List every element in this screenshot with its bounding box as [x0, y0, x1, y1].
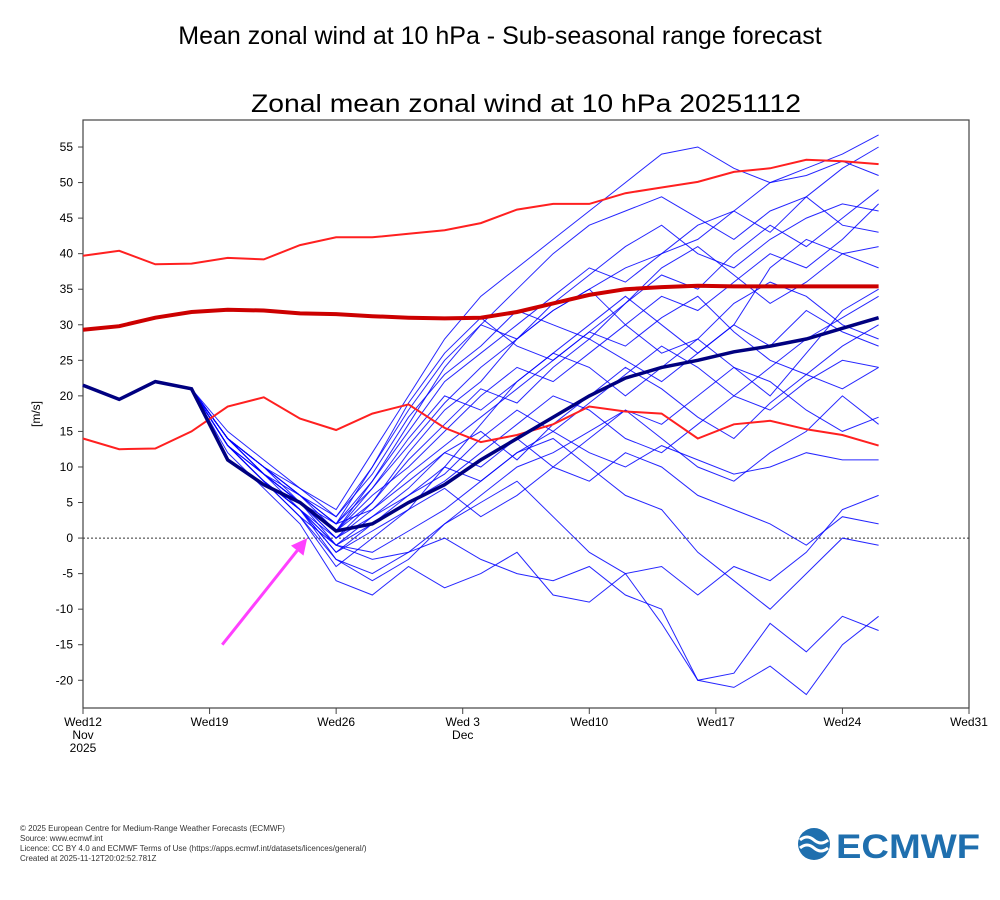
y-tick-label: 25 — [60, 353, 74, 367]
y-tick-label: 35 — [60, 282, 74, 296]
x-tick-label: Nov — [72, 728, 93, 742]
climate-lower-line — [82, 396, 879, 451]
source-text: Source: www.ecmwf.int — [20, 834, 103, 843]
y-tick-label: -20 — [56, 673, 74, 687]
created-text: Created at 2025-11-12T20:02:52.781Z — [20, 854, 157, 863]
y-tick-label: -10 — [56, 602, 74, 616]
y-tick-label: 30 — [60, 318, 74, 332]
chart-title: Zonal mean zonal wind at 10 hPa 20251112 — [251, 90, 801, 118]
annotation-arrow-shaft — [221, 549, 299, 646]
ensemble-mean-line — [82, 316, 880, 533]
y-tick-label: -15 — [56, 638, 74, 652]
footer: © 2025 European Centre for Medium-Range … — [20, 824, 367, 864]
ecmwf-logo: ECMWF — [798, 828, 980, 866]
y-tick-label: -5 — [62, 567, 73, 581]
y-tick-label: 10 — [60, 460, 74, 474]
climate-upper-line — [82, 158, 879, 266]
copyright-text: © 2025 European Centre for Medium-Range … — [20, 824, 285, 833]
y-axis-label: [m/s] — [29, 401, 43, 427]
plot-frame — [82, 119, 970, 709]
ecmwf-logo-icon — [798, 828, 830, 860]
annotation-arrow-head — [290, 538, 308, 556]
y-tick-label: 15 — [60, 424, 74, 438]
x-tick-label: Wed31 — [950, 715, 988, 729]
x-tick-label: Dec — [452, 728, 473, 742]
y-tick-label: 5 — [66, 496, 73, 510]
ecmwf-logo-text: ECMWF — [836, 828, 980, 866]
x-tick-label: Wed17 — [697, 715, 735, 729]
licence-text: Licence: CC BY 4.0 and ECMWF Terms of Us… — [20, 844, 367, 853]
x-tick-label: Wed24 — [824, 715, 862, 729]
climate-mean-line — [82, 283, 879, 332]
y-tick-label: 50 — [60, 176, 74, 190]
y-tick-label: 0 — [66, 531, 73, 545]
x-tick-label: Wed26 — [317, 715, 355, 729]
page-title: Mean zonal wind at 10 hPa - Sub-seasonal… — [178, 22, 822, 50]
y-tick-label: 45 — [60, 211, 74, 225]
ensemble-member-line — [82, 381, 879, 696]
ensemble-member-line — [82, 295, 879, 546]
y-tick-label: 20 — [60, 389, 74, 403]
x-tick-label: 2025 — [70, 741, 97, 755]
zonal-wind-chart: Zonal mean zonal wind at 10 hPa 20251112… — [29, 90, 988, 755]
x-tick-label: Wed12 — [64, 715, 102, 729]
y-tick-label: 40 — [60, 247, 74, 261]
y-tick-label: 55 — [60, 140, 74, 154]
x-tick-label: Wed 3 — [445, 715, 480, 729]
ensemble-member-line — [82, 203, 879, 532]
x-tick-label: Wed19 — [191, 715, 229, 729]
x-tick-label: Wed10 — [570, 715, 608, 729]
